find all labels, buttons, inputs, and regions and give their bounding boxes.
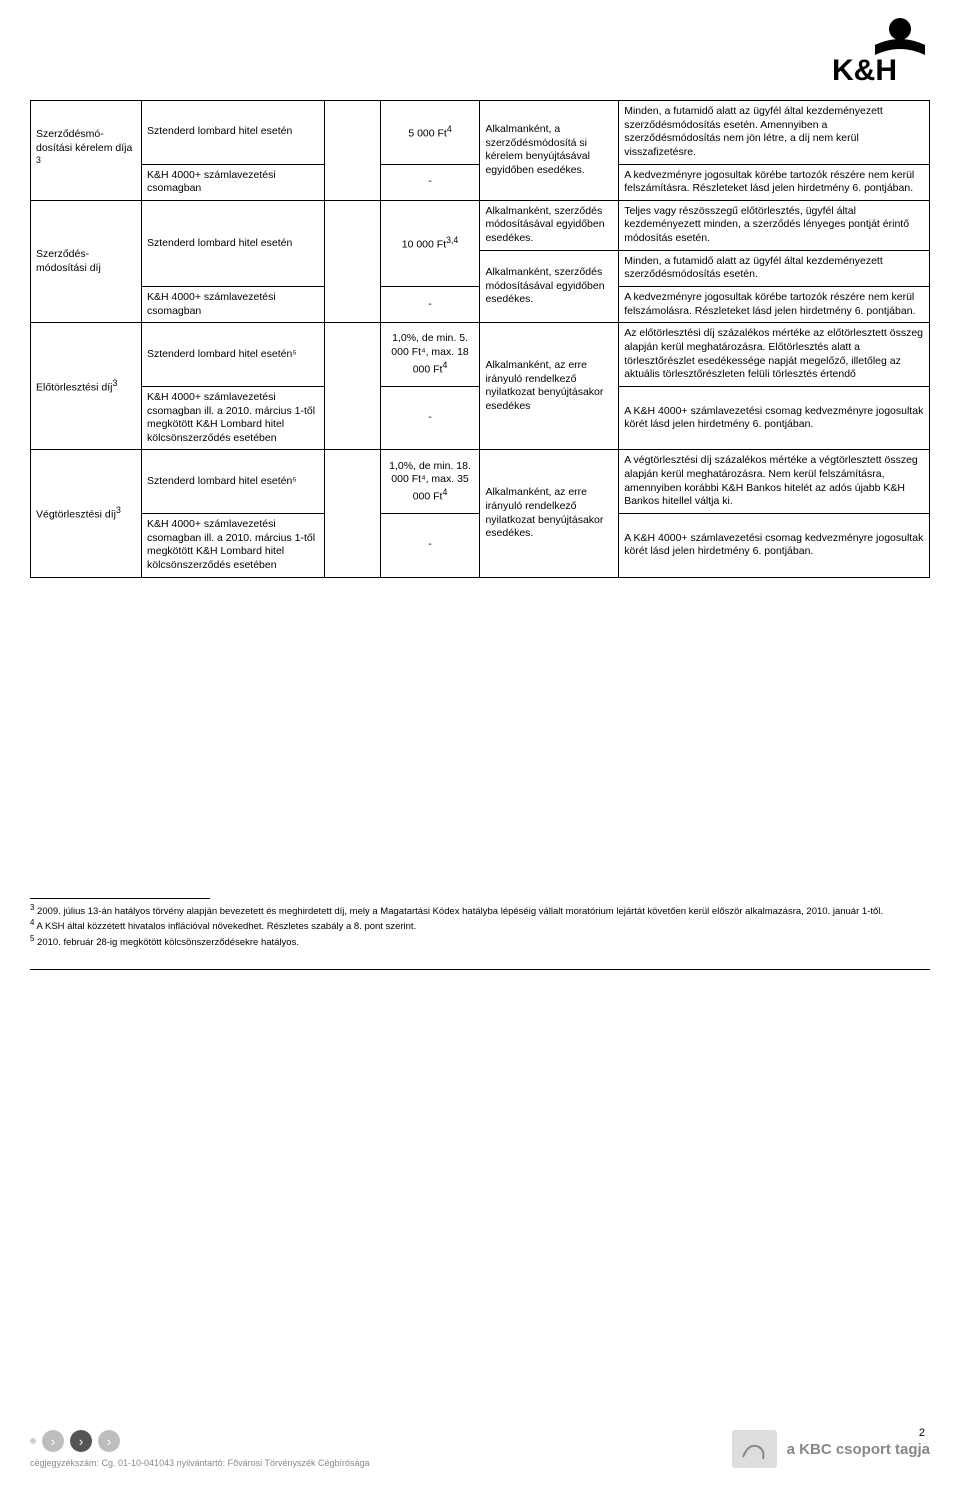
condition-cell: Sztenderd lombard hitel esetén⁵: [141, 323, 324, 387]
blank-cell: [325, 101, 380, 201]
blank-cell: [325, 323, 380, 450]
blank-cell: [325, 200, 380, 322]
footnote-bottom-divider: [30, 969, 930, 970]
notes-cell: A K&H 4000+ számlavezetési csomag kedvez…: [619, 386, 930, 450]
label-text: Végtörlesztési díj: [36, 508, 116, 520]
footnotes: 3 2009. július 13-án hatályos törvény al…: [0, 618, 960, 971]
table-row: Szerződésmó-dosítási kérelem díja 3 Szte…: [31, 101, 930, 165]
footer-left: › › › cégjegyzékszám: Cg. 01-10-041043 n…: [30, 1430, 370, 1468]
notes-cell: A kedvezményre jogosultak körébe tartozó…: [619, 287, 930, 323]
arrow-circle-icon: ›: [98, 1430, 120, 1452]
amount-text: 1,0%, de min. 5. 000 Ft⁴, max. 18 000 Ft: [391, 332, 468, 375]
footer-icons: › › ›: [30, 1430, 370, 1452]
footnote-text: 2009. július 13-án hatályos törvény alap…: [37, 906, 883, 917]
condition-cell: Sztenderd lombard hitel esetén: [141, 101, 324, 165]
notes-cell: Az előtörlesztési díj százalékos mértéke…: [619, 323, 930, 387]
when-cell: Alkalmanként, a szerződésmódosítá si kér…: [480, 101, 619, 201]
footnote-4: 4 A KSH által közzétett hivatalos inflác…: [30, 918, 930, 934]
footnote-text: A KSH által közzétett hivatalos infláció…: [37, 921, 417, 932]
notes-cell: Minden, a futamidő alatt az ügyfél által…: [619, 250, 930, 286]
amount-cell: 5 000 Ft4: [380, 101, 480, 165]
amount-cell: -: [380, 514, 480, 578]
amount-cell: 10 000 Ft3,4: [380, 200, 480, 286]
amount-sup: 4: [447, 124, 452, 134]
when-cell: Alkalmanként, szerződés módosításával eg…: [480, 200, 619, 250]
label-text: Szerződésmó-dosítási kérelem díja: [36, 128, 132, 154]
amount-cell: -: [380, 164, 480, 200]
condition-cell: K&H 4000+ számlavezetési csomagban: [141, 164, 324, 200]
label-text: Szerződés-módosítási díj: [36, 248, 101, 274]
when-cell: Alkalmanként, szerződés módosításával eg…: [480, 250, 619, 323]
condition-cell: Sztenderd lombard hitel esetén: [141, 200, 324, 286]
label-text: Előtörlesztési díj: [36, 381, 112, 393]
amount-text: 10 000 Ft: [402, 238, 446, 250]
footnote-3: 3 2009. július 13-án hatályos törvény al…: [30, 903, 930, 919]
amount-sup: 3,4: [446, 235, 458, 245]
arrow-circle-icon: ›: [42, 1430, 64, 1452]
footnote-divider: [30, 898, 210, 899]
arrow-circle-icon: ›: [70, 1430, 92, 1452]
amount-cell: 1,0%, de min. 5. 000 Ft⁴, max. 18 000 Ft…: [380, 323, 480, 387]
label-sup: 3: [116, 505, 121, 515]
paralympic-badge-icon: [732, 1430, 777, 1468]
notes-cell: Minden, a futamidő alatt az ügyfél által…: [619, 101, 930, 165]
footnote-text: 2010. február 28-ig megkötött kölcsönsze…: [37, 937, 299, 948]
condition-cell: K&H 4000+ számlavezetési csomagban ill. …: [141, 514, 324, 578]
svg-text:K&H: K&H: [832, 54, 897, 85]
condition-cell: K&H 4000+ számlavezetési csomagban: [141, 287, 324, 323]
when-cell: Alkalmanként, az erre irányuló rendelkez…: [480, 450, 619, 577]
label-sup: 3: [36, 155, 41, 165]
blank-cell: [325, 450, 380, 577]
notes-cell: A végtörlesztési díj százalékos mértéke …: [619, 450, 930, 514]
amount-sup: 4: [442, 360, 447, 370]
notes-cell: A K&H 4000+ számlavezetési csomag kedvez…: [619, 514, 930, 578]
brand-logo: K&H: [830, 15, 930, 88]
amount-text: 5 000 Ft: [408, 127, 447, 139]
fee-label: Előtörlesztési díj3: [31, 323, 142, 450]
table-row: Szerződés-módosítási díj Sztenderd lomba…: [31, 200, 930, 250]
fee-label: Végtörlesztési díj3: [31, 450, 142, 577]
footer-right: a KBC csoport tagja: [732, 1430, 930, 1468]
amount-sup: 4: [442, 487, 447, 497]
fee-table: Szerződésmó-dosítási kérelem díja 3 Szte…: [30, 100, 930, 578]
table-row: Végtörlesztési díj3 Sztenderd lombard hi…: [31, 450, 930, 514]
footer: › › › cégjegyzékszám: Cg. 01-10-041043 n…: [0, 1404, 960, 1494]
dot-icon: [30, 1438, 36, 1444]
amount-cell: 1,0%, de min. 18. 000 Ft⁴, max. 35 000 F…: [380, 450, 480, 514]
main-content: Szerződésmó-dosítási kérelem díja 3 Szte…: [0, 0, 960, 618]
fee-label: Szerződésmó-dosítási kérelem díja 3: [31, 101, 142, 201]
amount-text: 1,0%, de min. 18. 000 Ft⁴, max. 35 000 F…: [389, 460, 471, 503]
kbc-text: a KBC csoport tagja: [787, 1441, 930, 1458]
condition-cell: K&H 4000+ számlavezetési csomagban ill. …: [141, 386, 324, 450]
table-row: Előtörlesztési díj3 Sztenderd lombard hi…: [31, 323, 930, 387]
condition-cell: Sztenderd lombard hitel esetén⁵: [141, 450, 324, 514]
when-cell: Alkalmanként, az erre irányuló rendelkez…: [480, 323, 619, 450]
notes-cell: Teljes vagy részösszegű előtörlesztés, ü…: [619, 200, 930, 250]
notes-cell: A kedvezményre jogosultak körébe tartozó…: [619, 164, 930, 200]
label-sup: 3: [112, 378, 117, 388]
footer-registry: cégjegyzékszám: Cg. 01-10-041043 nyilván…: [30, 1458, 370, 1468]
footnote-5: 5 2010. február 28-ig megkötött kölcsöns…: [30, 934, 930, 950]
amount-cell: -: [380, 287, 480, 323]
amount-cell: -: [380, 386, 480, 450]
fee-label: Szerződés-módosítási díj: [31, 200, 142, 322]
